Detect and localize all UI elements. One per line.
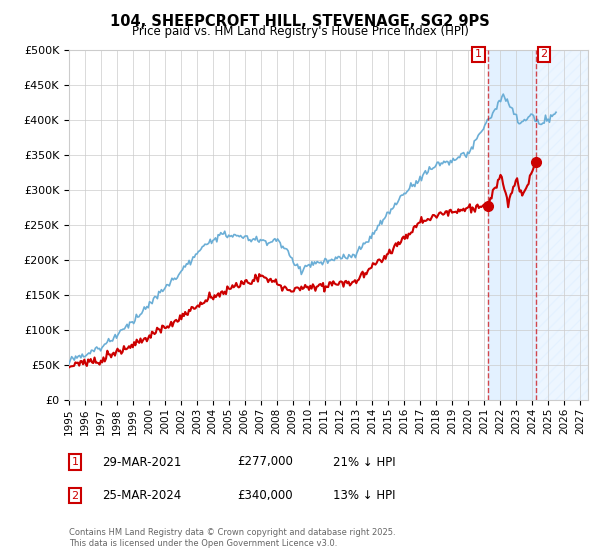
Text: £340,000: £340,000 — [237, 489, 293, 502]
Bar — [536, 50, 588, 400]
Text: 1: 1 — [71, 457, 79, 467]
Text: Contains HM Land Registry data © Crown copyright and database right 2025.
This d: Contains HM Land Registry data © Crown c… — [69, 528, 395, 548]
Text: 21% ↓ HPI: 21% ↓ HPI — [333, 455, 395, 469]
Text: 2: 2 — [71, 491, 79, 501]
Text: 25-MAR-2024: 25-MAR-2024 — [102, 489, 181, 502]
Bar — [488, 50, 536, 400]
Text: 29-MAR-2021: 29-MAR-2021 — [102, 455, 181, 469]
Text: 13% ↓ HPI: 13% ↓ HPI — [333, 489, 395, 502]
Text: £277,000: £277,000 — [237, 455, 293, 469]
Text: 1: 1 — [475, 49, 482, 59]
Text: Price paid vs. HM Land Registry's House Price Index (HPI): Price paid vs. HM Land Registry's House … — [131, 25, 469, 38]
Text: 104, SHEEPCROFT HILL, STEVENAGE, SG2 9PS: 104, SHEEPCROFT HILL, STEVENAGE, SG2 9PS — [110, 14, 490, 29]
Text: 2: 2 — [541, 49, 548, 59]
